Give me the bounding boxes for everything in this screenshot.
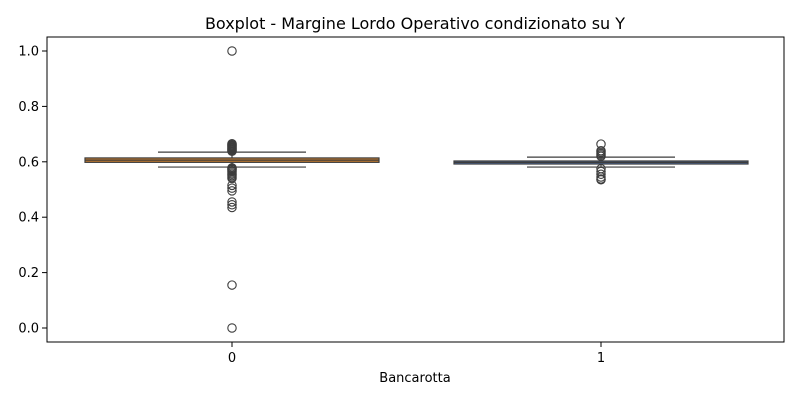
box-group-1 — [453, 139, 749, 185]
x-tick-label: 0 — [228, 351, 236, 366]
outlier-point — [227, 202, 237, 213]
outlier-point — [596, 175, 606, 185]
x-tick-label: 1 — [597, 351, 605, 366]
box-group-0 — [84, 46, 380, 333]
y-tick-label: 0.0 — [18, 322, 39, 337]
outlier-point — [596, 151, 606, 162]
plot-area-frame — [46, 36, 785, 343]
y-tick-label: 0.4 — [18, 211, 39, 226]
y-axis: 0.0 0.2 0.4 0.6 0.8 1.0 — [18, 45, 47, 337]
outlier-point — [227, 180, 237, 191]
outlier-point — [227, 199, 237, 210]
outlier-point — [227, 323, 237, 333]
y-tick-label: 0.8 — [18, 100, 39, 115]
y-tick-label: 0.2 — [18, 266, 39, 281]
outlier-point — [227, 183, 237, 193]
y-tick-label: 1.0 — [18, 45, 39, 60]
box-series — [84, 46, 749, 333]
x-axis-label: Bancarotta — [379, 371, 450, 386]
outlier-point — [227, 173, 237, 184]
y-tick-label: 0.6 — [18, 155, 39, 170]
outlier-point — [227, 46, 237, 56]
outlier-point — [227, 280, 237, 290]
outlier-point — [596, 169, 606, 180]
chart-title: Boxplot - Margine Lordo Operativo condiz… — [205, 14, 625, 33]
outlier-point — [227, 146, 237, 157]
outlier-point — [227, 186, 237, 196]
outlier-point — [227, 197, 237, 207]
